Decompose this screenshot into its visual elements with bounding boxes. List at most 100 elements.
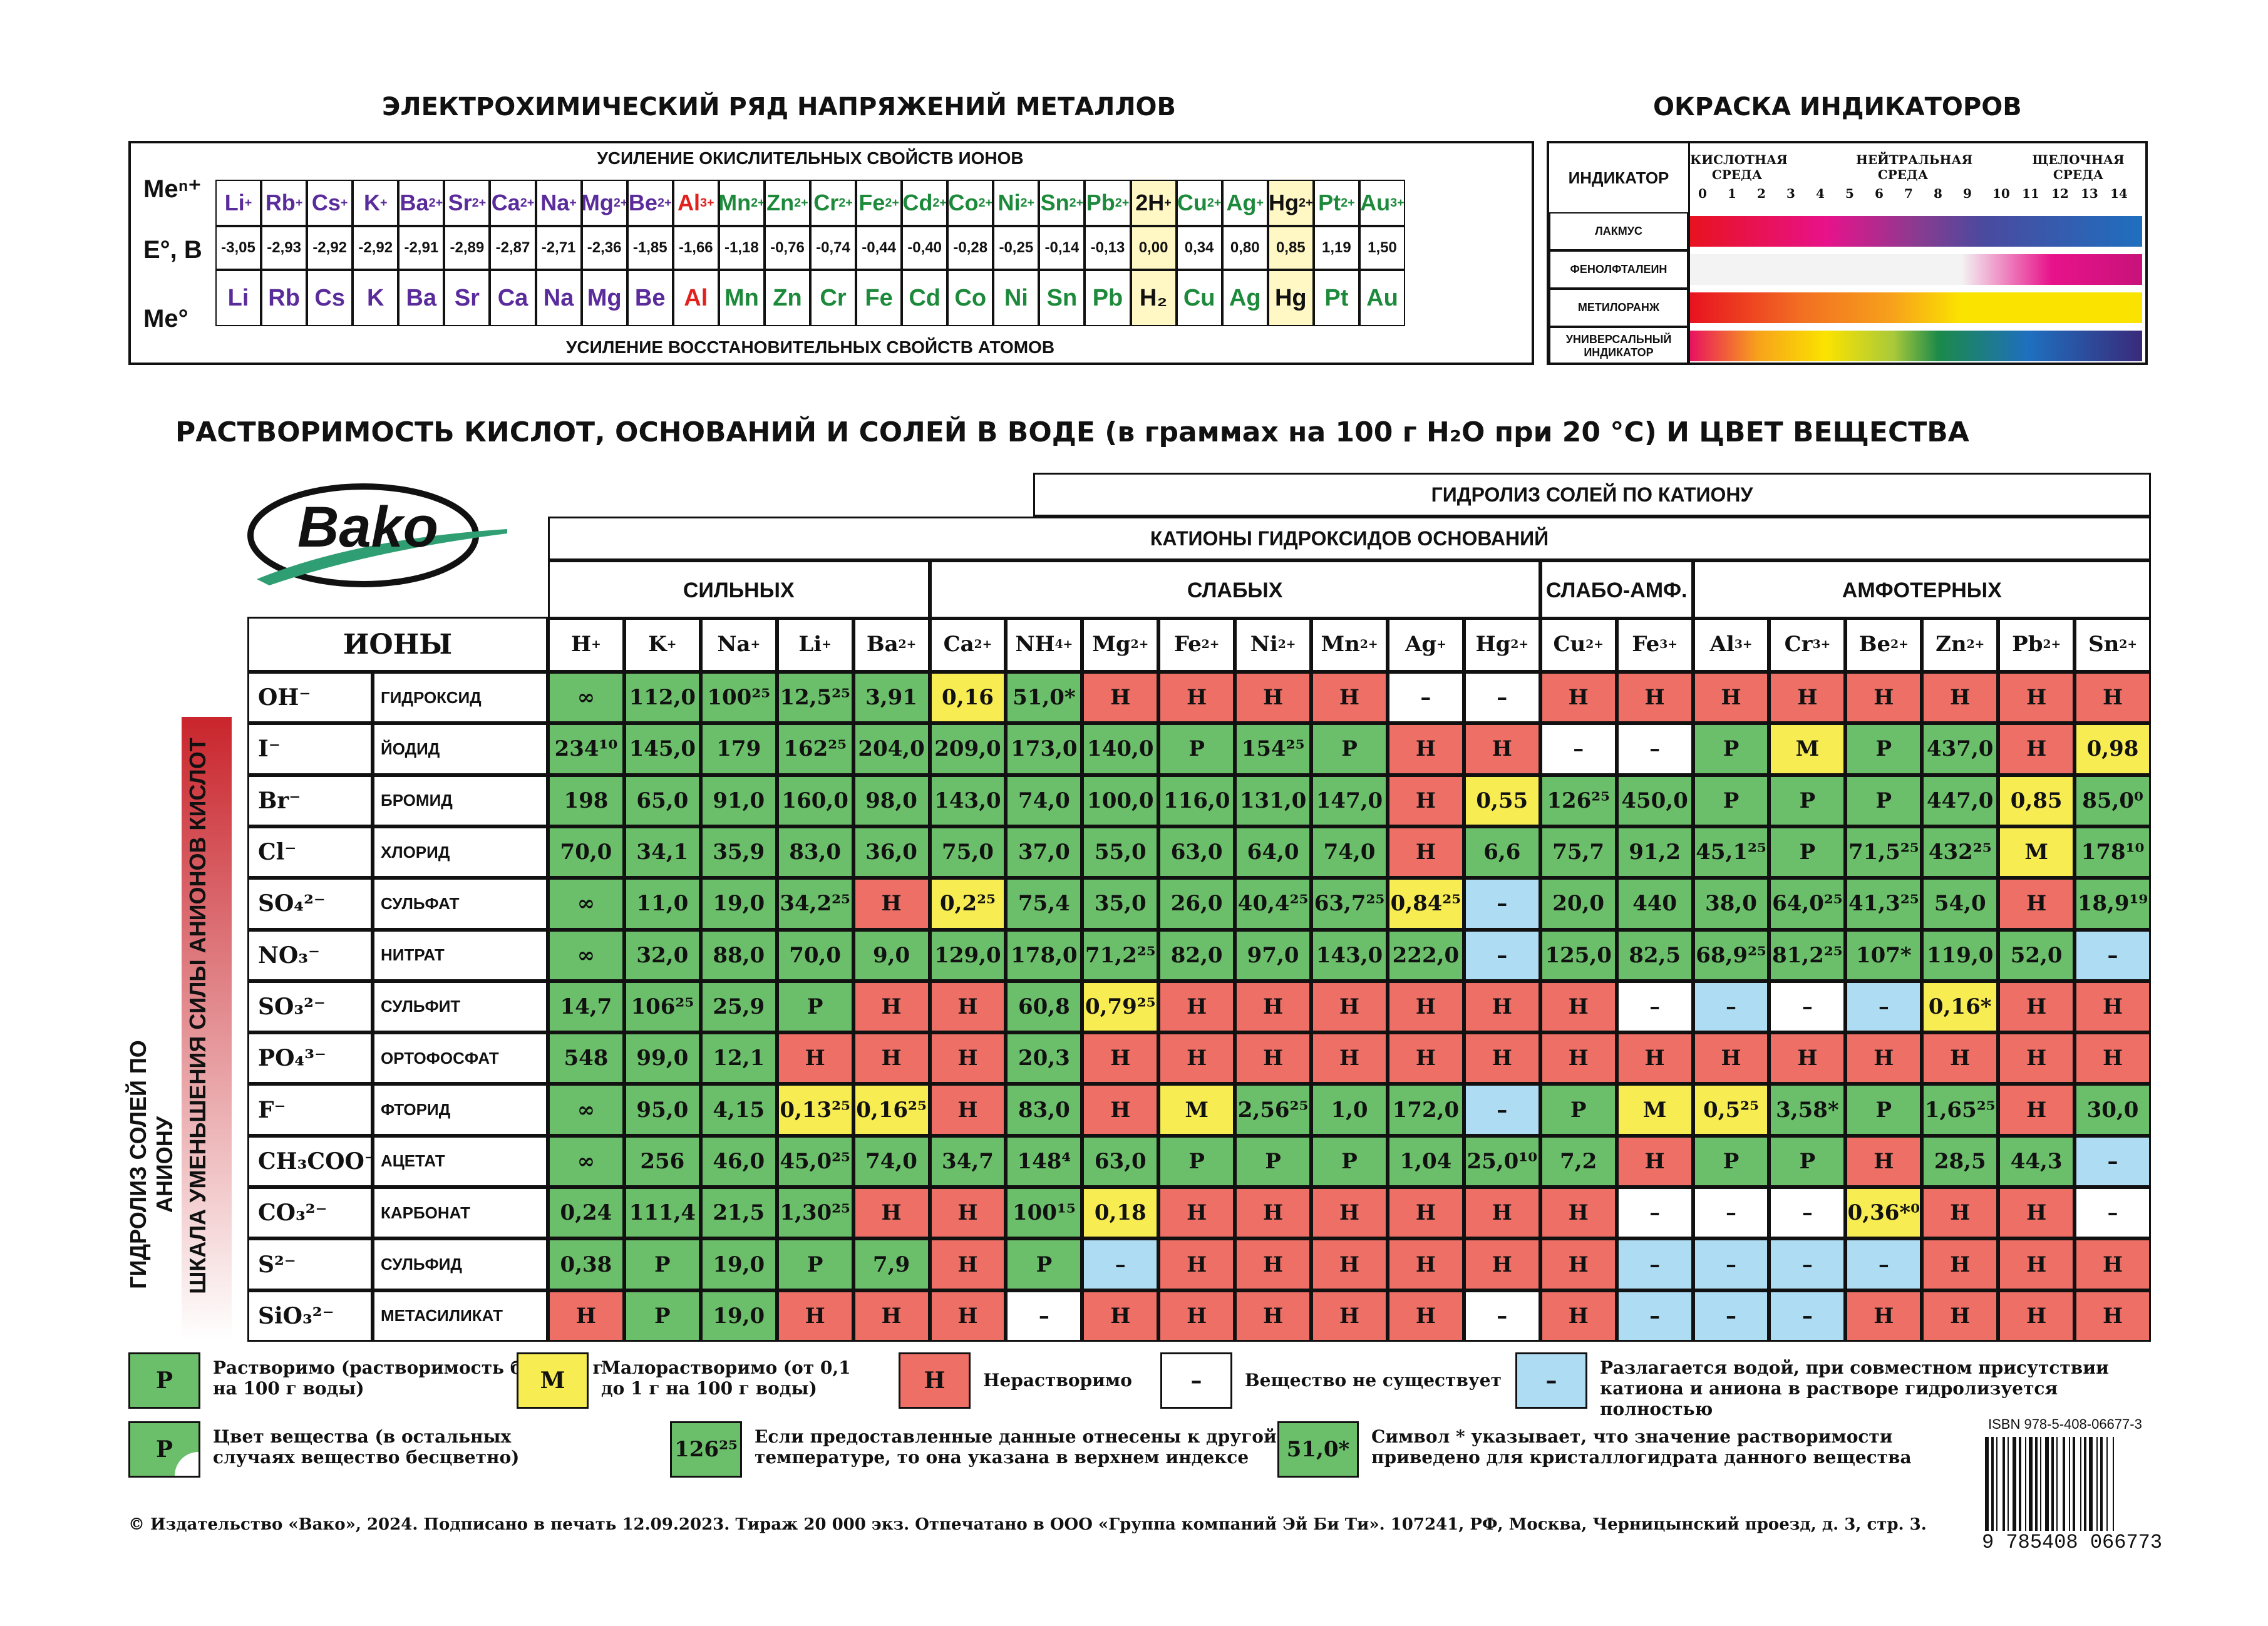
solubility-cell: Н [853,1290,930,1342]
solubility-cell: Н [1463,1032,1540,1084]
ion-cell-24: Pt 2+ [1313,180,1359,226]
group-header-0: СИЛЬНЫХ [548,560,930,620]
ion-charge: 2+ [613,195,627,210]
ion-symbol: 2H [1135,190,1165,215]
solubility-cell: 32,0 [624,929,701,981]
ion-symbol: Mg [581,190,614,215]
metal-cell-17: Ni [993,270,1039,326]
cation-symbol: Mn [1321,632,1360,657]
ion-charge: 2+ [1115,195,1130,210]
indicator-bar-3 [1690,331,2142,361]
ion-cell-22: Ag + [1222,180,1268,226]
anion-formula-3: Cl⁻ [247,826,373,878]
cation-header-15: Al 3+ [1693,617,1770,672]
solubility-cell: 1,04 [1387,1135,1464,1188]
ph-tick-3: 3 [1786,186,1795,201]
solubility-cell: Н [1540,980,1617,1033]
solubility-cell: 26,0 [1158,878,1235,930]
solubility-cell: Н [929,1032,1006,1084]
potential-cell-13: -0,74 [810,226,857,270]
anion-formula-1: I⁻ [247,723,373,775]
potential-cell-12: -0,76 [764,226,810,270]
solubility-cell: 98,0 [853,774,930,826]
solubility-cell: Н [548,1290,624,1342]
anion-name-0: ГИДРОКСИД [373,672,548,724]
solubility-cell: Н [776,1290,853,1342]
ion-charge: 3+ [1390,195,1405,210]
anion-name-8: ФТОРИД [373,1084,548,1136]
group-headers: СИЛЬНЫХ СЛАБЫХ СЛАБО-АМФ. АМФОТЕРНЫХ [548,560,2151,620]
ph-tick-12: 12 [2051,186,2069,201]
solubility-cell: – [1616,980,1693,1033]
ion-symbol: Mn [718,190,751,215]
solubility-grid: OH⁻ ГИДРОКСИД ∞ 112,0 100²⁵ 12,5²⁵ 3,91 0,16 51,… [247,672,2151,1342]
metal-cell-20: H₂ [1130,270,1177,326]
cation-header-19: Pb 2+ [1998,617,2075,672]
metal-cell-8: Mg [581,270,627,326]
solubility-cell: Н [1845,672,1922,724]
solubility-cell: Н [1693,1032,1770,1084]
ion-charge: 2+ [1207,195,1222,210]
solubility-cell: 37,0 [1006,826,1083,878]
ion-cell-6: Ca 2+ [490,180,536,226]
anion-formula-4: SO₄²⁻ [247,878,373,930]
solubility-cell: Р [1845,1084,1922,1136]
metal-cell-19: Pb [1085,270,1131,326]
solubility-cell: 437,0 [1922,723,1999,775]
solubility-cell: Н [853,878,930,930]
anion-name-5: НИТРАТ [373,929,548,981]
solubility-cell: 71,5²⁵ [1845,826,1922,878]
potential-cell-25: 1,50 [1359,226,1405,270]
solubility-cell: 25,0¹⁰ [1463,1135,1540,1188]
anion-name-2: БРОМИД [373,774,548,826]
solubility-cell: Н [1463,980,1540,1033]
cation-symbol: Sn [2088,632,2120,657]
potential-cell-18: -0,14 [1039,226,1085,270]
ion-cell-9: Be 2+ [627,180,673,226]
solubility-cell: 19,0 [700,1290,777,1342]
solubility-cell: Р [1158,723,1235,775]
ion-cell-13: Cr 2+ [810,180,857,226]
legend-color-swatch: Р [128,1421,200,1478]
cation-charge: 3+ [1812,637,1831,651]
cation-header-1: K + [624,617,701,672]
potential-cell-10: -1,66 [673,226,719,270]
solubility-cell: 143,0 [929,774,1006,826]
cations-header: КАТИОНЫ ГИДРОКСИДОВ ОСНОВАНИЙ [548,517,2151,560]
solubility-cell: Р [1769,1135,1846,1188]
cation-header-10: Mn 2+ [1311,617,1388,672]
metal-cell-22: Ag [1222,270,1268,326]
cation-charge: 2+ [1277,637,1296,651]
solubility-cell: Р [1693,774,1770,826]
solubility-cell: 41,3²⁵ [1845,878,1922,930]
solubility-cell: Р [624,1238,701,1290]
barcode-bar [2035,1437,2038,1531]
cation-charge: 2+ [1510,637,1529,651]
solubility-cell: 0,16 [929,672,1006,724]
ion-charge: 2+ [838,195,853,210]
solubility-cell: Н [1235,1290,1312,1342]
solubility-cell: 256 [624,1135,701,1188]
ion-charge: 2+ [472,195,487,210]
solubility-cell: – [1387,672,1464,724]
cation-header-9: Ni 2+ [1235,617,1312,672]
ion-charge: 2+ [520,195,535,210]
ion-symbol: Li [224,190,245,215]
solubility-cell: Н [1158,1187,1235,1239]
cation-charge: 2+ [1359,637,1378,651]
solubility-cell: М [1158,1084,1235,1136]
solubility-cell: 18,9¹⁹ [2075,878,2151,930]
solubility-cell: ∞ [548,929,624,981]
cation-charge: 2+ [1585,637,1604,651]
solubility-cell: 34,1 [624,826,701,878]
cation-symbol: Fe [1173,632,1202,657]
barcode-bar [2100,1437,2103,1531]
solubility-cell: М [1616,1084,1693,1136]
ion-charge: 2+ [1299,195,1313,210]
solubility-cell: 162²⁵ [776,723,853,775]
legend-m-swatch: М [517,1352,589,1409]
solubility-cell: 178¹⁰ [2075,826,2151,878]
cation-header-7: Mg 2+ [1082,617,1159,672]
solubility-cell: Н [1616,1135,1693,1188]
hydrolysis-cation-header: ГИДРОЛИЗ СОЛЕЙ ПО КАТИОНУ [1033,473,2151,517]
